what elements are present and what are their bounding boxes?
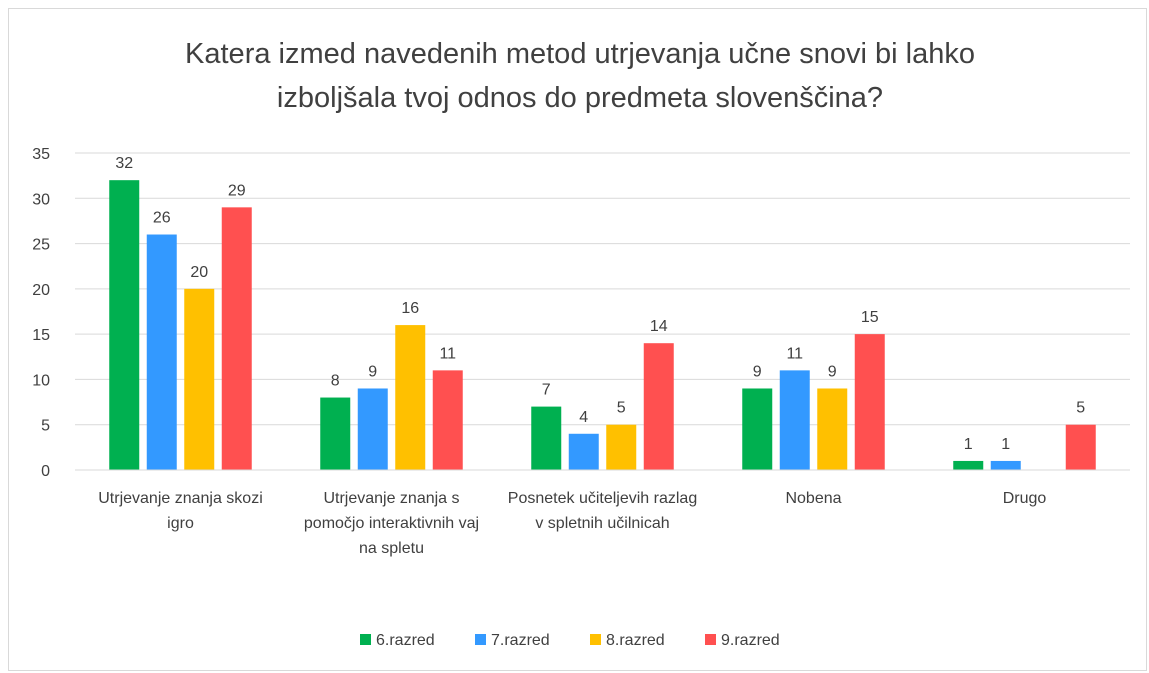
data-label: 1 — [964, 436, 973, 453]
legend-label: 8.razred — [606, 632, 665, 649]
chart-title: Katera izmed navedenih metod utrjevanja … — [185, 38, 975, 114]
legend-swatch — [705, 634, 716, 645]
legend-label: 9.razred — [721, 632, 780, 649]
bar — [643, 343, 674, 470]
data-label: 8 — [331, 373, 340, 390]
legend-swatch — [360, 634, 371, 645]
data-label: 11 — [786, 345, 803, 362]
bar — [817, 388, 848, 470]
data-label: 20 — [190, 264, 208, 281]
bar — [357, 388, 388, 470]
y-tick-label: 0 — [41, 463, 50, 480]
data-label: 11 — [439, 345, 456, 362]
bar — [953, 460, 984, 470]
legend-swatch — [590, 634, 601, 645]
bar — [1065, 424, 1096, 470]
bar — [531, 406, 562, 470]
y-tick-label: 15 — [32, 327, 50, 344]
bar — [568, 433, 599, 470]
y-tick-label: 5 — [41, 418, 50, 435]
data-label: 4 — [579, 409, 588, 426]
x-tick-label: Posnetek učiteljevih razlag v spletnih u… — [507, 490, 698, 532]
bar — [779, 370, 810, 470]
legend-swatch — [475, 634, 486, 645]
bar — [320, 397, 351, 470]
bar — [184, 288, 215, 470]
y-tick-label: 10 — [32, 372, 50, 389]
data-label: 7 — [542, 382, 551, 399]
legend-label: 6.razred — [376, 632, 435, 649]
bar — [432, 370, 463, 470]
bar — [742, 388, 773, 470]
data-label: 32 — [115, 155, 133, 172]
x-tick-label: Utrjevanje znanja skozi igro — [98, 490, 263, 532]
data-label: 5 — [617, 400, 626, 417]
data-label: 1 — [1001, 436, 1010, 453]
bar — [146, 234, 177, 470]
data-label: 5 — [1076, 400, 1085, 417]
y-tick-label: 30 — [32, 191, 50, 208]
data-label: 9 — [828, 363, 837, 380]
bar — [854, 334, 885, 470]
data-label: 16 — [401, 300, 419, 317]
bar — [221, 207, 252, 471]
legend-label: 7.razred — [491, 632, 550, 649]
x-tick-label: Utrjevanje znanja s pomočjo interaktivni… — [303, 490, 480, 557]
y-tick-label: 35 — [32, 146, 50, 163]
y-tick-label: 20 — [32, 282, 50, 299]
bar — [395, 325, 426, 470]
x-tick-label: Nobena — [785, 490, 842, 507]
data-label: 9 — [753, 363, 762, 380]
bar — [606, 424, 637, 470]
data-label: 26 — [153, 210, 171, 227]
y-tick-label: 25 — [32, 237, 50, 254]
data-label: 29 — [228, 182, 246, 199]
chart-frame — [8, 8, 1147, 671]
data-label: 15 — [861, 309, 879, 326]
bar — [990, 460, 1021, 470]
x-tick-label: Drugo — [1002, 490, 1047, 507]
bar — [109, 180, 140, 470]
data-label: 14 — [650, 318, 668, 335]
data-label: 9 — [368, 363, 377, 380]
